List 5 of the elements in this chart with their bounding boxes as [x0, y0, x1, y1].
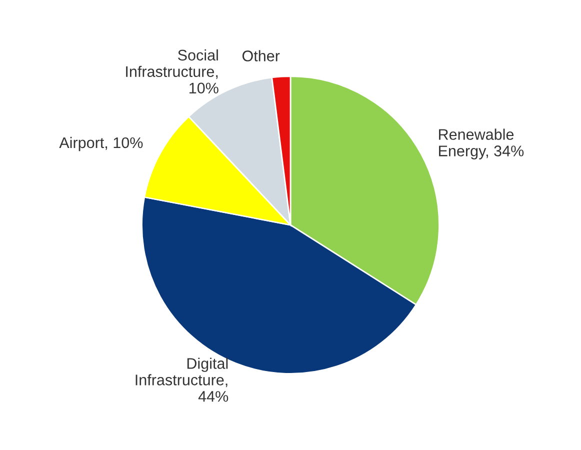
- slice-label: Social Infrastructure, 10%: [126, 49, 218, 94]
- slice-label: Airport, 10%: [59, 136, 143, 152]
- slice-label: Digital Infrastructure, 44%: [136, 358, 228, 402]
- slice-label: Renewable Energy, 34%: [439, 128, 524, 160]
- slice-label: Other: [242, 50, 280, 62]
